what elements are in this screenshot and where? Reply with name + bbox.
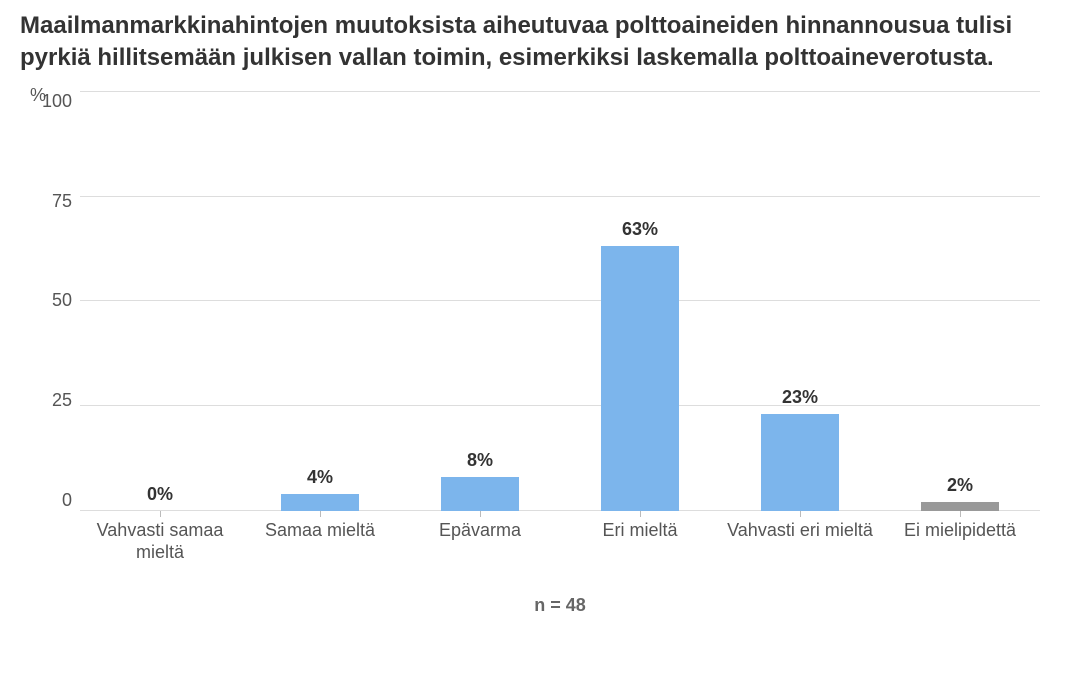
bar-slot: 23% <box>720 91 880 511</box>
x-tick-label: Eri mieltä <box>560 515 720 564</box>
x-tick-label: Vahvasti eri mieltä <box>720 515 880 564</box>
x-tick-label: Vahvasti samaa mieltä <box>80 515 240 564</box>
bar <box>601 246 679 511</box>
bar-value-label: 0% <box>147 484 173 505</box>
bar-slot: 2% <box>880 91 1040 511</box>
y-axis: 100 75 50 25 0 <box>20 91 80 511</box>
bar <box>921 502 999 510</box>
x-tick-label: Ei mielipidettä <box>880 515 1040 564</box>
x-tick-label: Epävarma <box>400 515 560 564</box>
bar-value-label: 23% <box>782 387 818 408</box>
chart-title: Maailmanmarkkinahintojen muutoksista aih… <box>20 10 1040 75</box>
bar <box>761 414 839 511</box>
y-tick-label: 50 <box>52 290 72 311</box>
bar-value-label: 4% <box>307 467 333 488</box>
plot-area: 0% 4% 8% 63% 23% 2% <box>80 91 1040 511</box>
chart-container: % 100 75 50 25 0 0% 4% 8% <box>20 83 1040 608</box>
bar-slot: 63% <box>560 91 720 511</box>
sample-size-label: n = 48 <box>80 595 1040 616</box>
bar-slot: 4% <box>240 91 400 511</box>
y-tick-label: 25 <box>52 390 72 411</box>
bar-slot: 8% <box>400 91 560 511</box>
y-axis-unit: % <box>30 85 46 106</box>
x-tick-label: Samaa mieltä <box>240 515 400 564</box>
bar-value-label: 2% <box>947 475 973 496</box>
bar <box>441 477 519 511</box>
bars-row: 0% 4% 8% 63% 23% 2% <box>80 91 1040 511</box>
y-tick-label: 75 <box>52 191 72 212</box>
x-axis-labels: Vahvasti samaa mieltä Samaa mieltä Epäva… <box>80 515 1040 564</box>
bar-slot: 0% <box>80 91 240 511</box>
y-tick-label: 100 <box>42 91 72 112</box>
bar-value-label: 63% <box>622 219 658 240</box>
bar <box>281 494 359 511</box>
y-tick-label: 0 <box>62 490 72 511</box>
bar-value-label: 8% <box>467 450 493 471</box>
